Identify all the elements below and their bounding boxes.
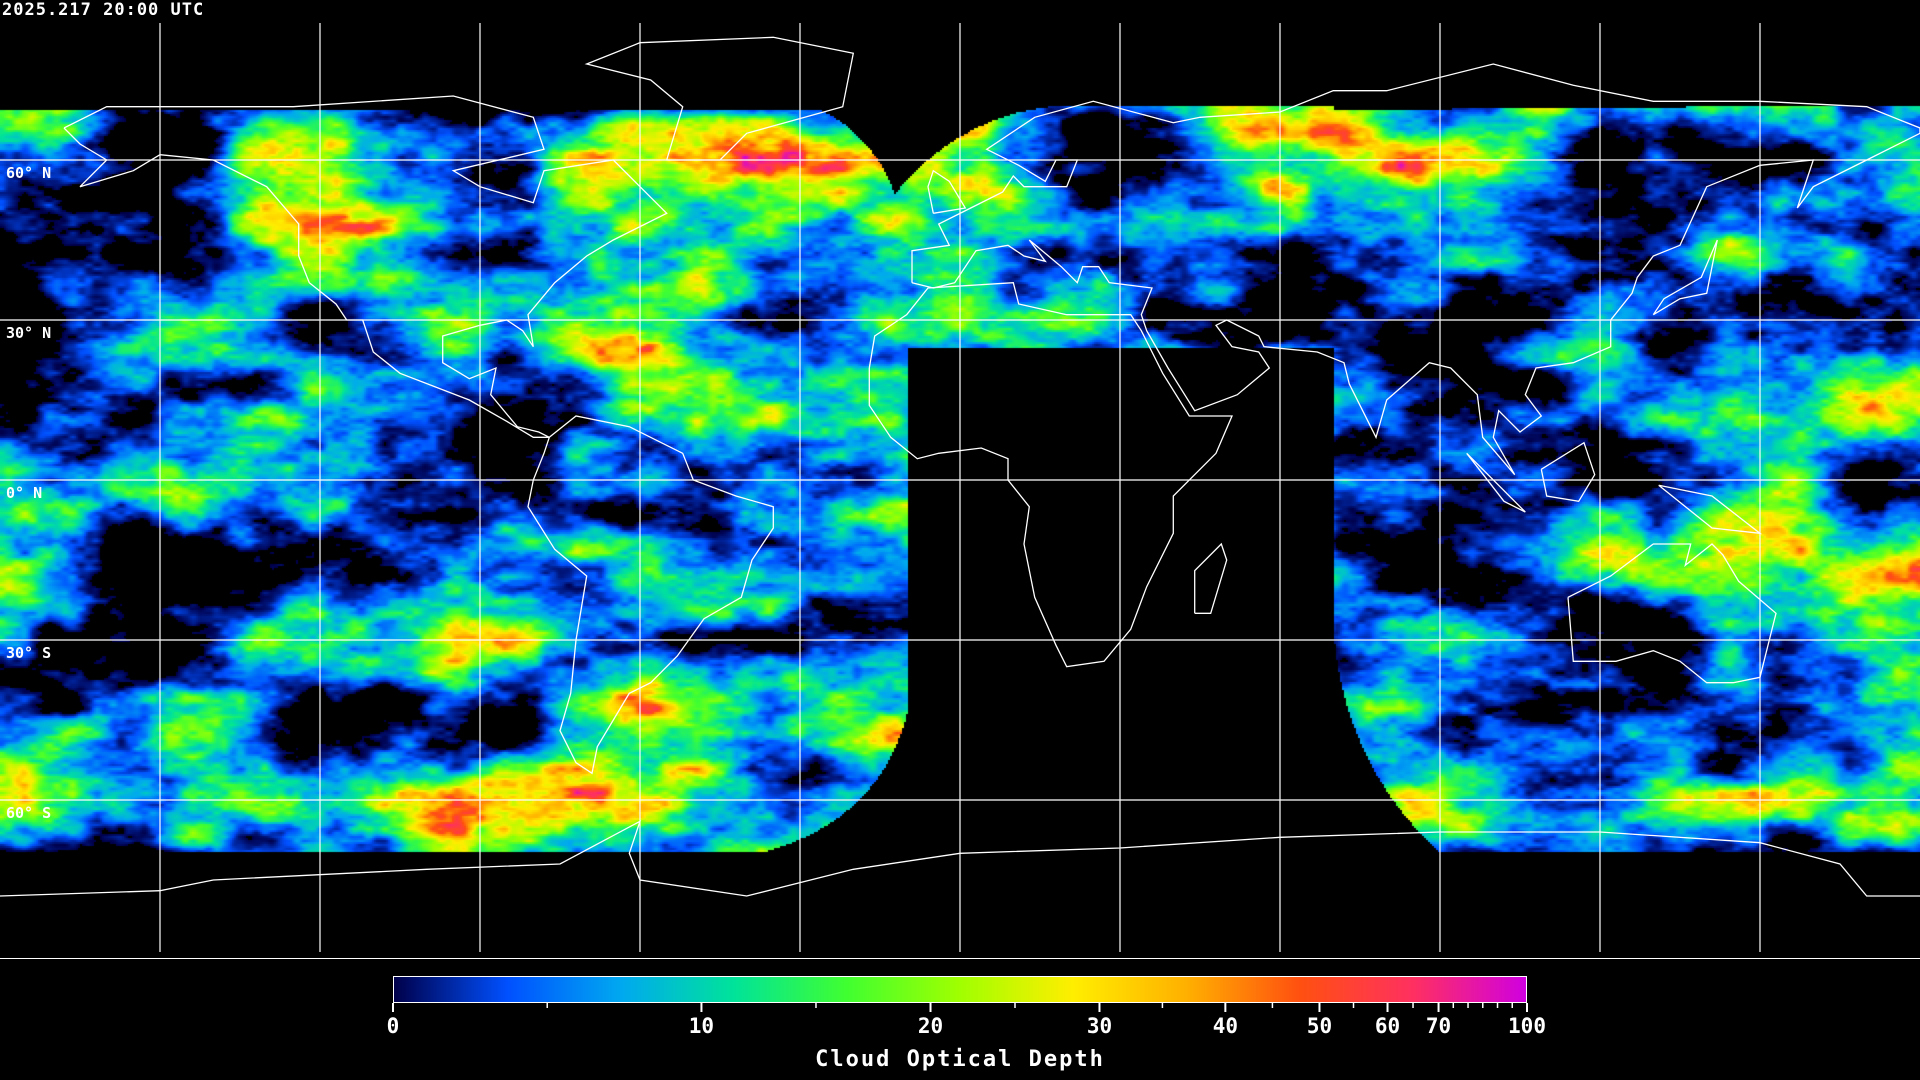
colorbar-ticks — [392, 1003, 1528, 1012]
coastline — [1652, 239, 1718, 316]
coastline — [1466, 452, 1526, 513]
coastline — [1194, 542, 1228, 614]
timestamp-title: 2025.217 20:00 UTC — [2, 0, 205, 20]
graticule — [0, 23, 1920, 952]
colorbar-tick-label: 30 — [1086, 1014, 1113, 1038]
coastline — [63, 95, 668, 438]
coastline — [1567, 543, 1777, 684]
coastline — [911, 63, 1920, 476]
colorbar-tick-label: 20 — [917, 1014, 944, 1038]
colorbar-tick-label: 50 — [1306, 1014, 1333, 1038]
coastline — [868, 282, 1233, 668]
colorbar-tick-label: 70 — [1425, 1014, 1452, 1038]
colorbar — [393, 976, 1527, 1003]
lat-label-60n: 60° N — [6, 164, 52, 182]
colorbar-tick-label: 0 — [386, 1014, 400, 1038]
colorbar-title: Cloud Optical Depth — [815, 1047, 1105, 1072]
coastline — [584, 36, 855, 161]
colorbar-tick-label: 100 — [1508, 1014, 1546, 1038]
colorbar-tick-label: 10 — [688, 1014, 715, 1038]
coastline — [1540, 441, 1596, 503]
lat-label-30s: 30° S — [6, 644, 52, 662]
map-overlay — [0, 23, 1920, 952]
lat-label-60s: 60° S — [6, 804, 52, 822]
coastline — [1658, 484, 1763, 535]
lat-label-30n: 30° N — [6, 324, 52, 342]
lat-label-0n: 0° N — [6, 484, 43, 502]
coastlines — [0, 36, 1920, 897]
map-bottom-border — [0, 958, 1920, 959]
colorbar-tick-label: 40 — [1212, 1014, 1238, 1038]
coastline — [527, 415, 774, 775]
colorbar-tick-label: 60 — [1374, 1014, 1401, 1038]
